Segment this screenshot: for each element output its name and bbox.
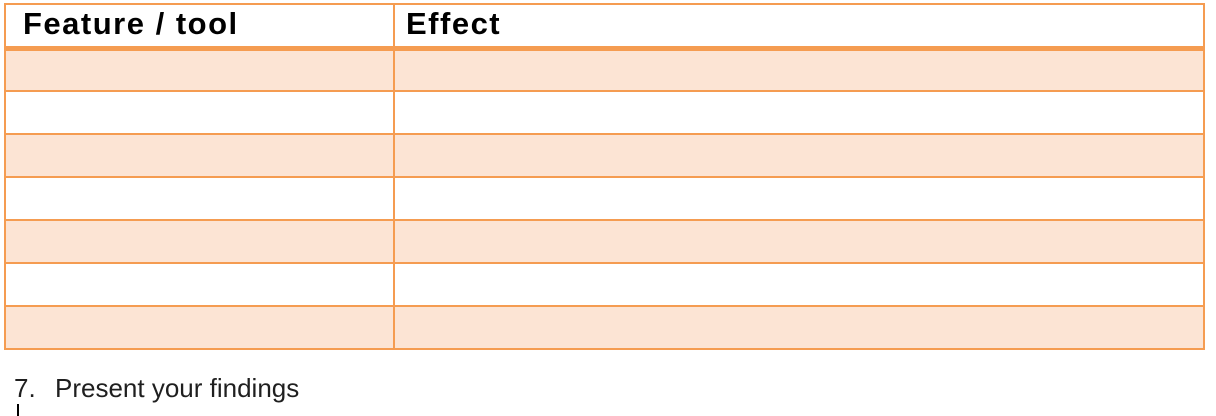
text-caret xyxy=(17,404,19,416)
list-item-text: Present your findings xyxy=(55,373,300,403)
column-header-effect[interactable]: Effect xyxy=(393,3,1205,51)
table-cell[interactable] xyxy=(393,47,1205,92)
table-cell[interactable] xyxy=(393,305,1205,350)
table-cell[interactable] xyxy=(4,262,395,307)
table-cell[interactable] xyxy=(4,47,395,92)
table-cell[interactable] xyxy=(393,219,1205,264)
table-cell[interactable] xyxy=(393,90,1205,135)
feature-effect-table: Feature / tool Effect xyxy=(4,3,1205,350)
table-header: Feature / tool Effect xyxy=(4,3,1205,51)
table-row xyxy=(4,176,1205,221)
table-cell[interactable] xyxy=(4,219,395,264)
column-header-feature-tool[interactable]: Feature / tool xyxy=(4,3,395,51)
table-cell[interactable] xyxy=(4,176,395,221)
list-item-number: 7. xyxy=(14,373,36,403)
table-row xyxy=(4,262,1205,307)
table-cell[interactable] xyxy=(393,262,1205,307)
table-row xyxy=(4,219,1205,264)
table-cell[interactable] xyxy=(393,176,1205,221)
table-body xyxy=(4,47,1205,350)
table-row xyxy=(4,133,1205,178)
numbered-list-item[interactable]: 7. Present your findings xyxy=(14,374,299,402)
table-row xyxy=(4,305,1205,350)
table-cell[interactable] xyxy=(4,90,395,135)
table-cell[interactable] xyxy=(4,133,395,178)
table-cell[interactable] xyxy=(393,133,1205,178)
table-row xyxy=(4,90,1205,135)
table-cell[interactable] xyxy=(4,305,395,350)
table-header-row: Feature / tool Effect xyxy=(4,3,1205,51)
table-row xyxy=(4,47,1205,92)
